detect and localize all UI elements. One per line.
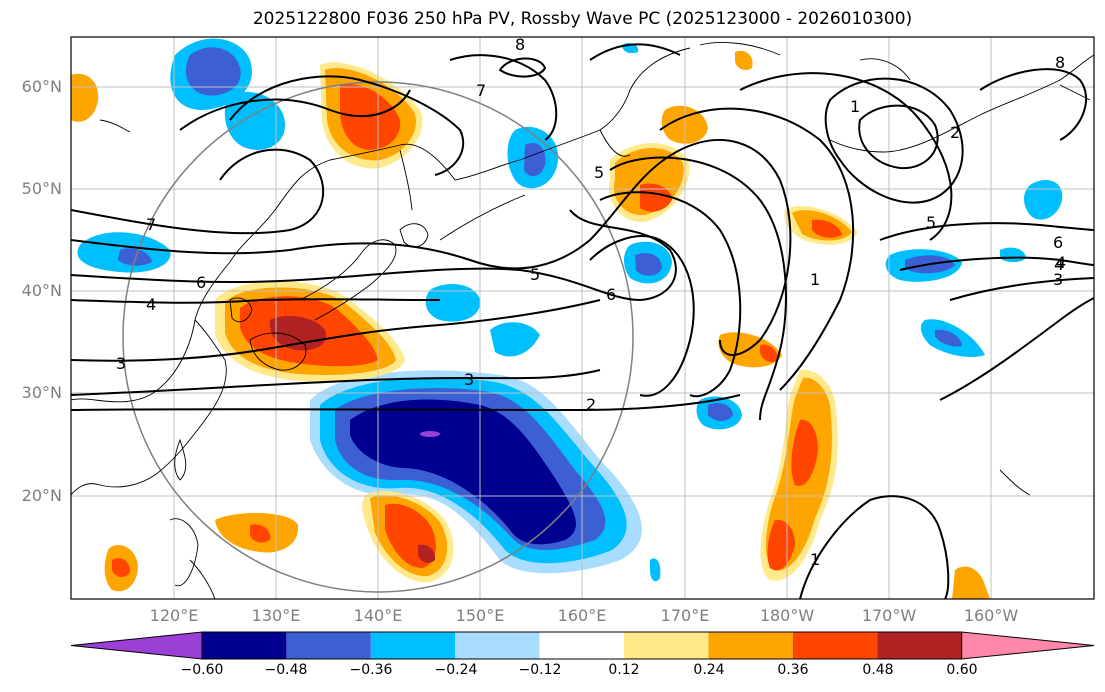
contour-label: 3 [1053,270,1063,289]
contour-label: 3 [116,354,126,373]
lat-label-60n: 60°N [21,77,62,96]
colorbar-tick: −0.48 [264,662,308,678]
contour-label: 6 [196,273,206,292]
contour-label: 3 [464,370,474,389]
colorbar-tick: 0.60 [946,662,978,678]
contour-label: 1 [810,550,820,569]
contour-label: 6 [1053,233,1063,252]
positive-anomaly-fill [71,50,990,599]
contour-label: 4 [146,295,156,314]
negative-anomaly-fill [77,38,1063,582]
contour-label: 8 [515,35,525,54]
colorbar-tick: −0.24 [434,662,478,678]
lon-label-130e: 130°E [251,606,301,625]
contour-label: 5 [594,163,604,182]
colorbar-tick: 0.12 [608,662,640,678]
contour-label: 8 [1055,53,1065,72]
pv-contours [71,43,1094,599]
map-title: 2025122800 F036 250 hPa PV, Rossby Wave … [252,9,913,29]
contour-label: 7 [146,215,156,234]
colorbar-tick: 0.48 [862,662,894,678]
lat-label-40n: 40°N [21,281,62,300]
lat-label-30n: 30°N [21,383,62,402]
lon-label-120e: 120°E [149,606,199,625]
lon-label-150e: 150°E [455,606,505,625]
colorbar-tick: 0.24 [693,662,725,678]
contour-label: 1 [810,270,820,289]
contour-label: 5 [530,265,540,284]
lon-label-160e: 160°E [557,606,607,625]
contour-label: 2 [586,395,596,414]
coastlines [71,42,1094,599]
colorbar-tick: 0.36 [777,662,809,678]
lon-label-140e: 140°E [353,606,403,625]
colorbar-tick: −0.12 [518,662,562,678]
contour-label: 4 [1056,253,1066,272]
lon-label-180w: 180°W [759,606,815,625]
lon-label-160w: 160°W [963,606,1019,625]
contour-labels: 1 2 3 4 5 6 7 8 1 5 6 4 3 1 2 3 4 5 6 7 … [116,35,1066,569]
contour-label: 7 [476,81,486,100]
lat-label-20n: 20°N [21,486,62,505]
colorbar-tick: −0.60 [180,662,224,678]
contour-label: 2 [950,123,960,142]
lat-label-50n: 50°N [21,179,62,198]
lon-label-170e: 170°E [660,606,710,625]
colorbar-tick: −0.36 [349,662,393,678]
contour-label: 1 [850,97,860,116]
reference-circle [122,81,634,593]
contour-label: 4 [1054,255,1064,274]
graticule [71,37,1094,599]
contour-label: 5 [926,213,936,232]
lon-label-170w: 170°W [861,606,917,625]
contour-label: 6 [606,285,616,304]
